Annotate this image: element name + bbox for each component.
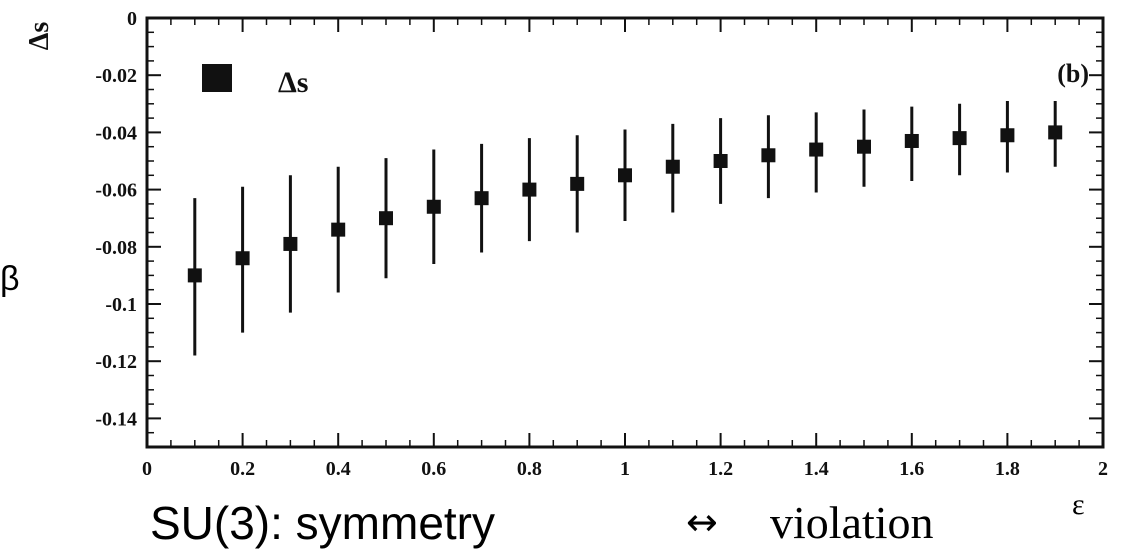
legend: Δs <box>202 64 308 99</box>
data-point-marker <box>713 154 728 168</box>
data-points-group <box>187 100 1063 356</box>
data-point-marker <box>235 251 250 266</box>
ticks-group <box>146 17 1104 447</box>
x-tick-label: 1.2 <box>708 458 733 480</box>
panel-label: (b) <box>1057 59 1089 88</box>
legend-marker-square <box>202 64 232 92</box>
y-tick-label: -0.08 <box>95 237 137 259</box>
y-tick-label: -0.04 <box>95 122 137 144</box>
data-point-marker <box>522 182 537 197</box>
caption-arrow: ↔ <box>686 500 718 544</box>
caption-epsilon: ε <box>1072 488 1085 521</box>
x-tick-label: 0 <box>142 458 152 480</box>
data-point-marker <box>809 142 824 157</box>
data-point-marker <box>857 139 871 154</box>
x-tick-label: 1.4 <box>804 458 829 480</box>
data-point-marker <box>618 168 632 183</box>
y-tick-label: -0.14 <box>95 408 137 430</box>
data-point-marker <box>331 222 346 237</box>
y-tick-label: -0.12 <box>95 351 137 373</box>
data-point-marker <box>187 268 202 283</box>
y-tick-label: -0.06 <box>95 180 137 202</box>
caption-violation: violation <box>770 497 934 548</box>
data-point-marker <box>1000 128 1015 143</box>
data-point-marker <box>1048 125 1063 140</box>
y-tick-label: -0.02 <box>95 65 137 87</box>
x-tick-label: 0.4 <box>326 458 351 480</box>
x-tick-label: 1 <box>620 458 630 480</box>
x-tick-label: 0.6 <box>421 458 446 480</box>
legend-label: Δs <box>278 66 308 99</box>
data-point-marker <box>570 176 585 191</box>
data-point-marker <box>904 133 919 148</box>
y-axis-label-group: Δs <box>24 22 55 51</box>
x-tick-label: 1.6 <box>899 458 924 480</box>
y-axis-label: Δs <box>24 22 55 51</box>
y-tick-label: 0 <box>127 8 137 30</box>
caption-symmetry: SU(3): symmetry <box>150 497 495 549</box>
x-tick-label: 0.8 <box>517 458 542 480</box>
data-point-marker <box>474 191 489 206</box>
data-point-marker <box>665 159 680 174</box>
tick-labels-group: 0 0.2 0.4 0.6 0.8 1 1.2 1.4 1.6 1.8 2 0 -0.02 -0.04 -0… <box>95 8 1108 480</box>
data-point-marker <box>379 211 393 226</box>
data-point-marker <box>283 236 298 251</box>
x-tick-label: 0.2 <box>230 458 255 480</box>
y-tick-label: -0.1 <box>105 294 137 316</box>
data-point-marker <box>426 199 441 214</box>
data-point-marker <box>761 148 776 163</box>
x-tick-label: 1.8 <box>995 458 1020 480</box>
x-tick-label: 2 <box>1098 458 1108 480</box>
edge-glyph: β <box>0 260 20 298</box>
data-point-marker <box>952 131 967 146</box>
